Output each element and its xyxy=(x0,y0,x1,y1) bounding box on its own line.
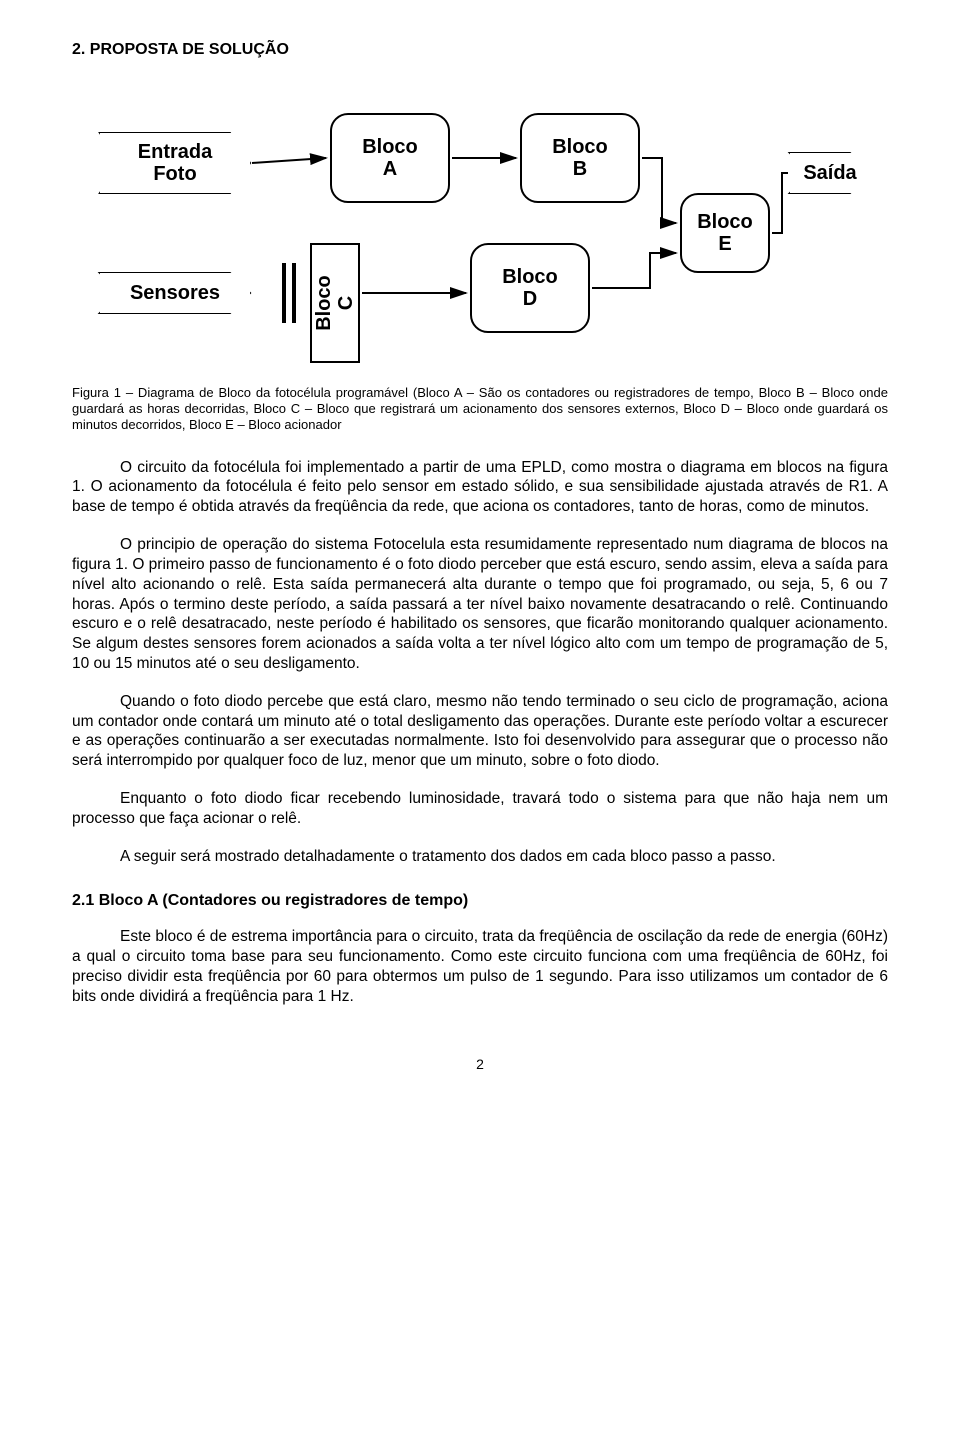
figure-caption: Figura 1 – Diagrama de Bloco da fotocélu… xyxy=(72,385,888,434)
paragraph-2: O principio de operação do sistema Fotoc… xyxy=(72,535,888,674)
node-bloco-d-label: BlocoD xyxy=(496,262,564,314)
node-bloco-a: BlocoA xyxy=(330,113,450,203)
node-bloco-e: BlocoE xyxy=(680,193,770,273)
node-saida: Saída xyxy=(790,153,870,193)
paragraph-3: Quando o foto diodo percebe que está cla… xyxy=(72,692,888,771)
node-bloco-b: BlocoB xyxy=(520,113,640,203)
paragraph-5: A seguir será mostrado detalhadamente o … xyxy=(72,847,888,867)
node-bloco-c: BlocoC xyxy=(310,243,360,363)
node-bloco-b-label: BlocoB xyxy=(546,132,614,184)
node-bloco-a-label: BlocoA xyxy=(356,132,424,184)
block-diagram: EntradaFoto Sensores BlocoA BlocoB Bloco… xyxy=(90,93,870,373)
node-bloco-c-label: BlocoC xyxy=(309,269,361,337)
node-bloco-d: BlocoD xyxy=(470,243,590,333)
node-sensores-label: Sensores xyxy=(124,278,226,308)
node-entrada-foto: EntradaFoto xyxy=(100,133,250,193)
page-number: 2 xyxy=(72,1055,888,1073)
section-heading: 2. PROPOSTA DE SOLUÇÃO xyxy=(72,40,888,61)
node-entrada-foto-label: EntradaFoto xyxy=(132,137,218,189)
node-bloco-e-label: BlocoE xyxy=(691,207,759,259)
paragraph-6: Este bloco é de estrema importância para… xyxy=(72,927,888,1006)
subsection-heading: 2.1 Bloco A (Contadores ou registradores… xyxy=(72,891,888,912)
node-sensores: Sensores xyxy=(100,273,250,313)
node-saida-label: Saída xyxy=(797,158,862,188)
paragraph-4: Enquanto o foto diodo ficar recebendo lu… xyxy=(72,789,888,829)
paragraph-1: O circuito da fotocélula foi implementad… xyxy=(72,458,888,517)
